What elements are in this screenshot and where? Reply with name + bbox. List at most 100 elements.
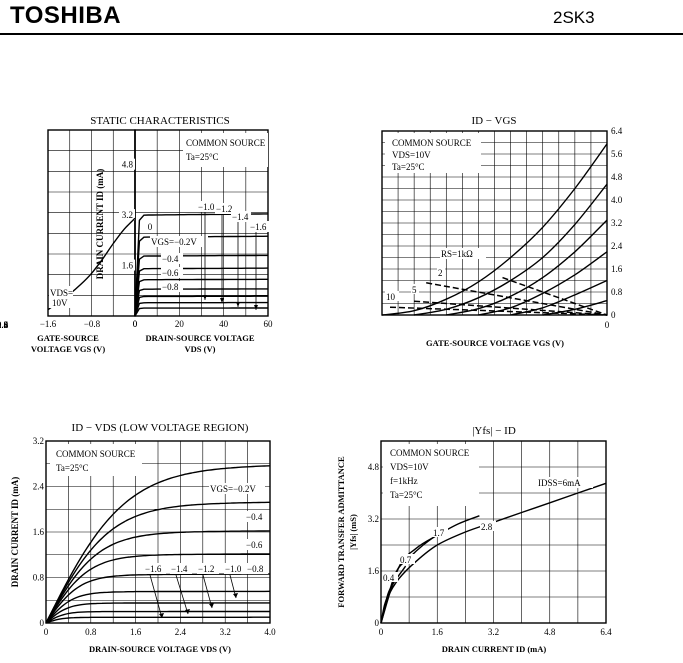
vgs-curve-−0.8 xyxy=(45,573,270,624)
annotation-line: COMMON SOURCE xyxy=(392,138,472,148)
x-axis-label: GATE-SOURCE VOLTAGE VGS (V) xyxy=(426,338,564,348)
x-axis-label: DRAIN-SOURCE VOLTAGE xyxy=(145,333,254,343)
label-bg xyxy=(399,554,415,564)
label-bg xyxy=(197,563,219,574)
vgs-label: −0.4 xyxy=(162,254,179,264)
label-bg xyxy=(150,236,208,247)
annotation-line: Ta=25°C xyxy=(56,463,89,473)
yfs-curve xyxy=(380,515,480,624)
label-bg xyxy=(197,201,217,212)
idss-curve xyxy=(510,279,608,316)
idss-curve xyxy=(542,299,608,316)
vgs-curve-−1.6 xyxy=(134,307,268,317)
yfs-frame xyxy=(380,440,607,624)
y-tick-label: 3.2 xyxy=(33,436,44,446)
rs-label: RS=1kΩ xyxy=(441,249,473,259)
tick-bg xyxy=(119,209,135,221)
annotation-bg xyxy=(383,444,479,506)
chart-title: ID − VGS xyxy=(471,115,516,127)
x-tick-label: 20 xyxy=(175,319,185,329)
series-label: 10V xyxy=(52,298,68,308)
yfs-id-chart: |Yfs| − ID COMMON SOURCE VDS=10V f=1kHz Ta=2… xyxy=(336,425,612,654)
chart-title: |Yfs| − ID xyxy=(472,425,516,437)
x-tick-label: 60 xyxy=(264,319,274,329)
vgs-curve-−1.4 xyxy=(134,301,268,317)
leader-line xyxy=(175,574,189,615)
annotation-bg xyxy=(183,133,268,167)
x-tick-label: −1.2 xyxy=(0,320,8,330)
annotation-bg xyxy=(50,444,142,476)
vgs-curve-−0.4 xyxy=(45,530,271,624)
y-tick-label: 0 xyxy=(40,618,45,628)
label-bg xyxy=(215,203,235,214)
leader-arrow xyxy=(159,613,164,618)
x-tick-label: 6.4 xyxy=(600,627,612,637)
x-tick-label: 0 xyxy=(133,319,138,329)
annotation-line: f=1kHz xyxy=(390,476,418,486)
vgs-curve-−0.4 xyxy=(134,254,268,317)
label-bg xyxy=(385,291,399,301)
vgs-curve-−1.6 xyxy=(45,616,270,624)
label-bg xyxy=(161,253,183,264)
label-bg xyxy=(49,286,73,308)
label-bg xyxy=(231,211,251,222)
y-tick-label: 4.8 xyxy=(122,160,134,170)
vgs-curve-−0.8 xyxy=(134,278,268,317)
annotation-line: COMMON SOURCE xyxy=(186,138,266,148)
label-bg xyxy=(245,539,267,550)
x-axis-label: DRAIN CURRENT ID (mA) xyxy=(442,644,547,654)
x-tick-label: −2.0 xyxy=(0,320,9,330)
label-bg xyxy=(437,267,445,277)
y-tick-label: 1.6 xyxy=(122,261,134,271)
x-axis-label: VDS (V) xyxy=(185,344,216,354)
label-bg xyxy=(144,563,166,574)
annotation-line: VDS=10V xyxy=(390,462,429,472)
x-tick-label: 1.6 xyxy=(130,627,142,637)
x-axis-label: VOLTAGE VGS (V) xyxy=(31,344,105,354)
idvds-frame xyxy=(45,440,271,624)
label-bg xyxy=(249,221,269,232)
y-axis-label: DRAIN CURRENT ID (mA) xyxy=(10,477,20,588)
y-axis-label: DRAIN CURRENT ID (mA) xyxy=(95,169,105,280)
toshiba-logo: TOSHIBA xyxy=(10,2,122,29)
label-bg xyxy=(382,572,398,582)
x-tick-label: 0 xyxy=(44,627,49,637)
annotation-bg xyxy=(385,133,481,173)
annotation-line: COMMON SOURCE xyxy=(56,449,136,459)
label-bg xyxy=(170,563,192,574)
y-tick-label: 5.6 xyxy=(611,149,623,159)
header-rule xyxy=(0,33,683,35)
x-tick-label: −0.8 xyxy=(0,320,9,330)
vgs-label: −1.6 xyxy=(145,564,162,574)
idss-curve xyxy=(446,219,608,316)
x-tick-label: −2.8 xyxy=(0,320,9,330)
y-axis-label: |Yfs| (mS) xyxy=(348,514,358,550)
vgs-label: −1.6 xyxy=(250,222,267,232)
x-axis-label: DRAIN-SOURCE VOLTAGE VDS (V) xyxy=(89,644,231,654)
idvgs-frame xyxy=(381,130,608,316)
y-tick-label: 4.8 xyxy=(611,172,623,182)
point-label: 2.8 xyxy=(481,522,493,532)
vgs-curve-−1.0 xyxy=(45,590,271,624)
leader-arrow xyxy=(209,603,214,608)
y-tick-label: 3.2 xyxy=(611,218,622,228)
rs-label: 5 xyxy=(412,285,417,295)
annotation-line: VDS=10V xyxy=(392,150,431,160)
vgs-label: −0.6 xyxy=(162,268,179,278)
vgs-curve-−0.6 xyxy=(134,267,269,317)
rs-label: 10 xyxy=(386,292,396,302)
idss-curve xyxy=(381,143,608,316)
annotation-line: Ta=25°C xyxy=(186,152,219,162)
x-tick-label: −2.4 xyxy=(0,320,9,330)
rs-load-line xyxy=(502,276,608,316)
leader-arrow xyxy=(220,298,224,303)
chart-title: STATIC CHARACTERISTICS xyxy=(90,115,229,127)
point-label: 0.4 xyxy=(383,573,395,583)
x-tick-label: −0.4 xyxy=(0,320,9,330)
chart-title: ID − VDS (LOW VOLTAGE REGION) xyxy=(72,422,249,434)
x-tick-label: 2.4 xyxy=(175,627,187,637)
y-tick-label: 4.8 xyxy=(368,462,380,472)
vgs-curve-−1.2 xyxy=(134,295,268,317)
